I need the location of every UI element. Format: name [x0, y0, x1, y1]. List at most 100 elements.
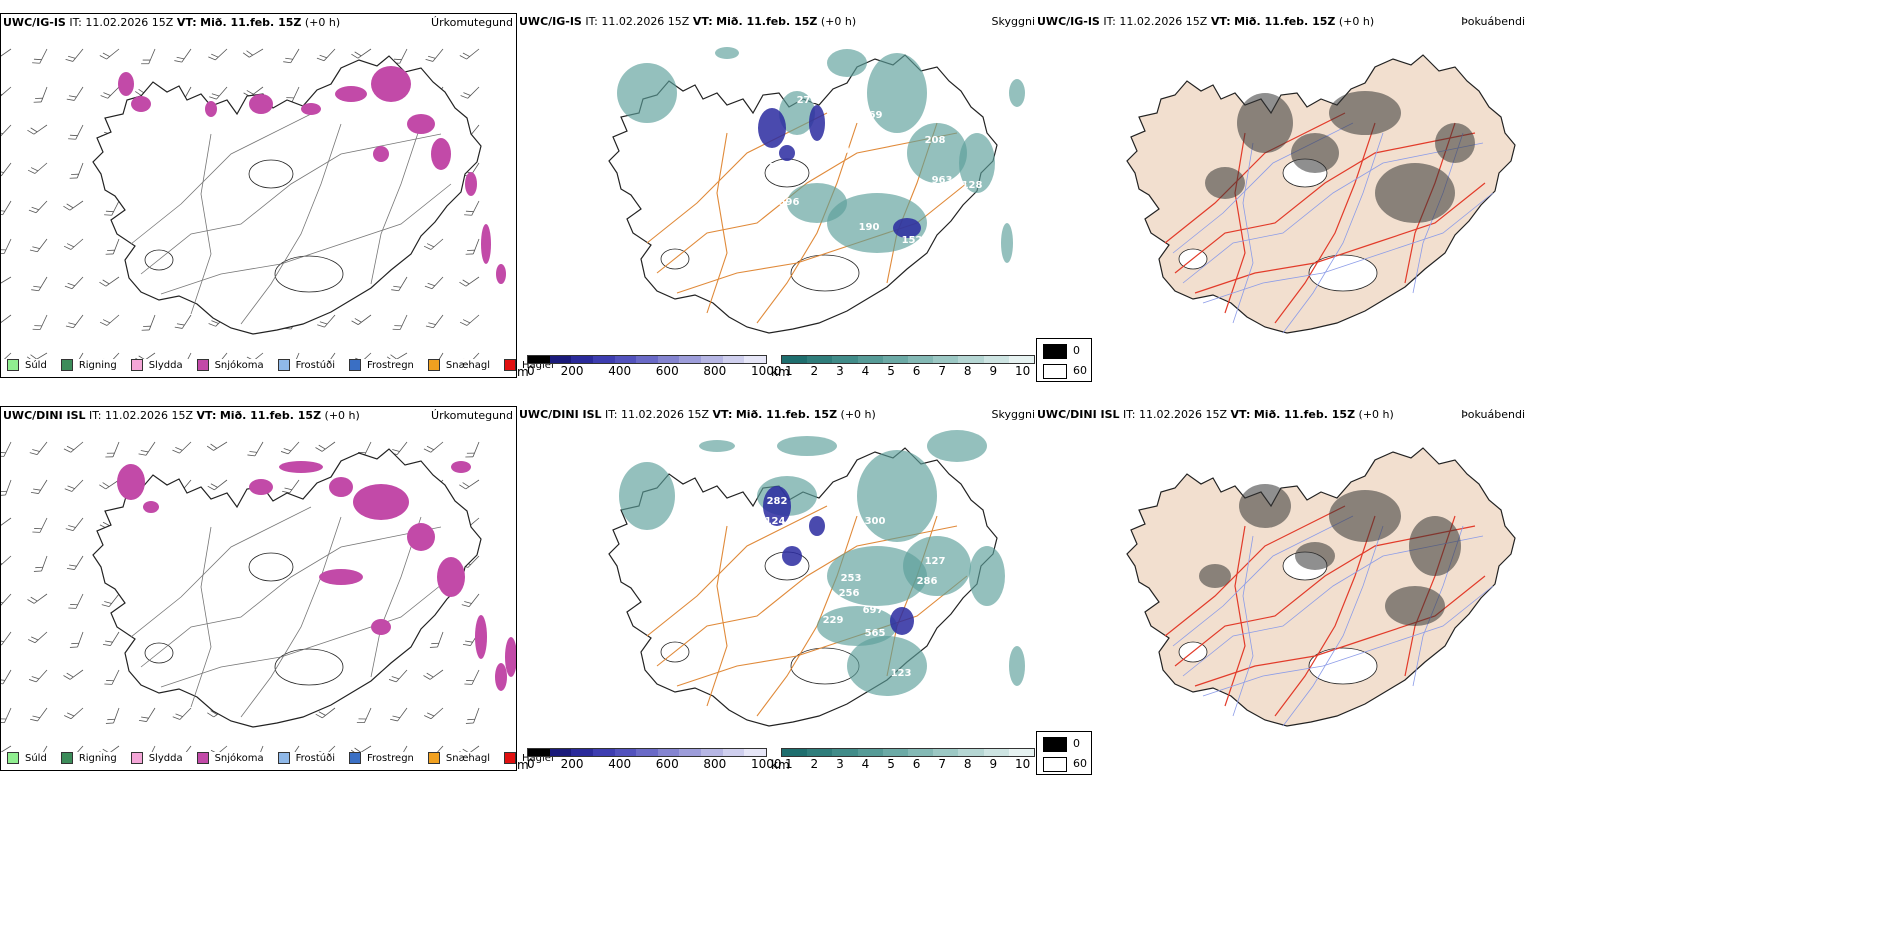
colorbar-tick: 10	[1015, 757, 1031, 771]
colorbar-tick: 400	[608, 757, 632, 771]
legend-label: Haglél	[522, 359, 554, 371]
legend-label: Frostregn	[367, 752, 414, 764]
precip-panel-row1: UWC/IG-IS IT: 11.02.2026 15Z VT: Mið. 11…	[0, 13, 554, 378]
visibility-value-label: 697	[863, 605, 884, 616]
fog-swatch	[1043, 364, 1067, 379]
panel-title: Úrkomutegund	[431, 16, 513, 29]
colorbar-tick: 200	[560, 757, 584, 771]
colorbar-tick: 9	[989, 757, 998, 771]
legend-label: Rigning	[78, 359, 117, 371]
colorbar-strip	[781, 355, 1035, 364]
legend-swatch	[349, 359, 361, 371]
visibility-value-label: 596	[779, 197, 800, 208]
panel-header: UWC/IG-IS IT: 11.02.2026 15Z VT: Mið. 11…	[1037, 15, 1375, 28]
visibility-value-label: 253	[841, 573, 862, 584]
precip-legend-item: Haglél	[504, 359, 554, 371]
precip-panel-row2: UWC/DINI ISL IT: 11.02.2026 15Z VT: Mið.…	[0, 406, 554, 771]
colorbar-tick: 5	[887, 364, 895, 378]
fog-legend: 0 60	[1036, 338, 1092, 382]
fog-legend: 0 60	[1036, 731, 1092, 775]
colorbar-tick: 9	[989, 364, 998, 378]
precip-legend-item: Snæhagl	[427, 359, 491, 371]
legend-swatch	[504, 752, 517, 764]
panel-title: Úrkomutegund	[431, 409, 513, 422]
fog-panel-row2: UWC/DINI ISL IT: 11.02.2026 15Z VT: Mið.…	[1035, 406, 1525, 775]
fog-panel-row1: UWC/IG-IS IT: 11.02.2026 15Z VT: Mið. 11…	[1035, 13, 1525, 382]
visibility-value-label: 350	[829, 145, 850, 156]
colorbar-unit: m	[517, 758, 529, 772]
fog-map	[1126, 447, 1516, 727]
legend-label: Frostúði	[295, 752, 335, 764]
fog-swatch	[1043, 737, 1067, 752]
visibility-panel-row1: UWC/IG-IS IT: 11.02.2026 15Z VT: Mið. 11…	[517, 13, 1035, 379]
visibility-value-label: 963	[932, 175, 953, 186]
legend-swatch	[130, 359, 143, 371]
precip-legend-item: Súld	[7, 359, 47, 371]
colorbar-tick: 1000	[751, 364, 782, 378]
visibility-map: 276 269 208 350 178 82 963 142 128 596 190 152 122	[608, 47, 1025, 334]
legend-swatch	[277, 359, 290, 371]
colorbar-tick: 200	[560, 364, 584, 378]
panel-title: Þokuábendi	[1461, 408, 1525, 421]
precip-legend-item: Haglél	[504, 752, 554, 764]
legend-label: Súld	[25, 359, 47, 371]
precip-legend-item: Snjókoma	[196, 359, 264, 371]
legend-swatch	[60, 752, 73, 764]
legend-label: Snæhagl	[445, 359, 491, 371]
precip-legend-item: Rigning	[60, 359, 117, 371]
legend-label: Rigning	[78, 752, 117, 764]
colorbar-tick: 600	[655, 364, 679, 378]
colorbar-tick: 3	[836, 757, 844, 771]
legend-swatch	[7, 359, 19, 371]
panel-header: UWC/DINI ISL IT: 11.02.2026 15Z VT: Mið.…	[1037, 408, 1394, 421]
visibility-value-label: 190	[859, 222, 880, 233]
colorbar-tick: 6	[912, 364, 921, 378]
colorbar-tick: 1000	[751, 757, 782, 771]
ceiling-colorbar: m 0 200 400 600 800 1000	[517, 355, 782, 379]
colorbar-tick: 7	[938, 757, 946, 771]
legend-label: Snjókoma	[214, 359, 264, 371]
precip-legend-item: Slydda	[130, 752, 183, 764]
colorbar-tick: 2	[810, 757, 819, 771]
legend-label: Frostregn	[367, 359, 414, 371]
fog-swatch	[1043, 757, 1067, 772]
visibility-value-label: 159	[777, 568, 798, 579]
colorbar-strip	[781, 748, 1035, 757]
visibility-value-label: 208	[925, 135, 946, 146]
colorbar-tick: 4	[861, 364, 870, 378]
legend-swatch	[349, 752, 361, 764]
colorbar-tick: 400	[608, 364, 632, 378]
precip-legend-item: Rigning	[60, 752, 117, 764]
legend-label: Slydda	[148, 752, 183, 764]
panel-header: UWC/DINI ISL IT: 11.02.2026 15Z VT: Mið.…	[3, 409, 360, 422]
fog-legend-label: 60	[1073, 757, 1087, 770]
legend-label: Snjókoma	[214, 752, 264, 764]
precip-map	[1, 48, 506, 359]
precip-legend-item: Súld	[7, 752, 47, 764]
visibility-value-label: 276	[797, 95, 818, 106]
visibility-value-label: 565	[865, 628, 886, 639]
fog-swatch	[1043, 344, 1067, 359]
precip-legend-item: Slydda	[130, 359, 183, 371]
visibility-value-label: 229	[823, 615, 844, 626]
legend-swatch	[277, 752, 290, 764]
precip-legend-item: Frostregn	[349, 359, 414, 371]
panel-header: UWC/IG-IS IT: 11.02.2026 15Z VT: Mið. 11…	[519, 15, 857, 28]
legend-label: Haglél	[522, 752, 554, 764]
precip-legend: Súld Rigning Slydda Snjókoma Frostúði Frostre…	[7, 752, 568, 764]
colorbar-tick: 7	[938, 364, 946, 378]
colorbar-tick: 800	[703, 757, 727, 771]
precip-legend: Súld Rigning Slydda Snjókoma Frostúði Frostre…	[7, 359, 568, 371]
legend-label: Frostúði	[295, 359, 335, 371]
visibility-colorbar: km 1 2 3 4 5 6 7 8 9 10	[771, 748, 1035, 772]
colorbar-tick: 800	[703, 364, 727, 378]
colorbar-tick: 1	[785, 757, 793, 771]
legend-swatch	[130, 752, 143, 764]
legend-swatch	[196, 752, 209, 764]
visibility-value-label: 122	[775, 215, 796, 226]
legend-label: Súld	[25, 752, 47, 764]
colorbar-tick: 10	[1015, 364, 1031, 378]
colorbar-tick: 8	[963, 364, 972, 378]
visibility-value-label: 152	[902, 235, 923, 246]
